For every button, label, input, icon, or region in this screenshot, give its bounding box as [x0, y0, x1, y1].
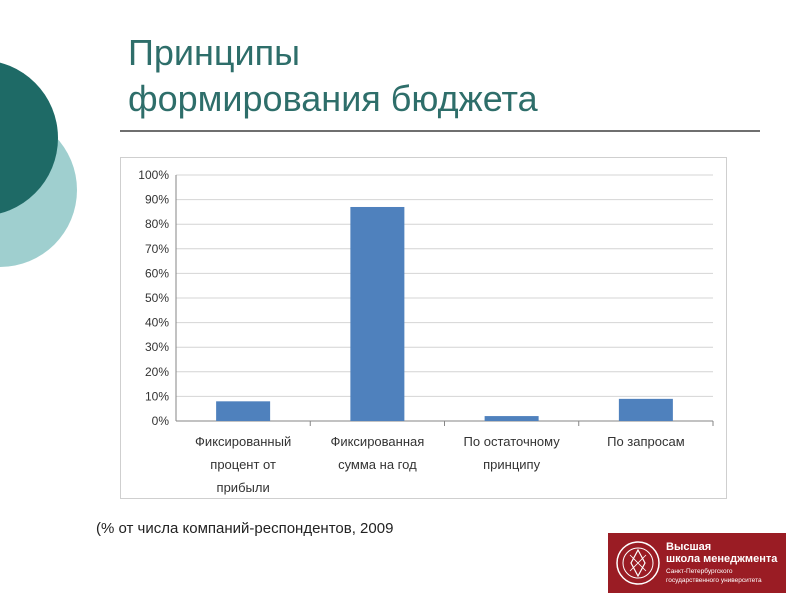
dark-teal-circle [0, 62, 58, 214]
y-tick-label: 0% [152, 414, 170, 428]
y-tick-label: 10% [145, 389, 169, 403]
x-tick-label: сумма на год [338, 457, 417, 472]
bar [350, 206, 405, 421]
y-tick-label: 90% [145, 193, 169, 207]
chart-frame: 0% 10% 20% 30% 40% 50% 60% 70% 80% 90% 100% Фиксиро… [120, 157, 727, 499]
bar [216, 401, 271, 421]
bar [618, 398, 673, 421]
y-tick-label: 50% [145, 291, 169, 305]
decorative-circles [0, 62, 77, 267]
logo-line-4: государственного университета [666, 577, 762, 584]
logo-line-1: Высшая [666, 541, 712, 553]
x-tick-label: процент от [210, 457, 276, 472]
logo-line-3: Санкт-Петербургского [666, 568, 733, 575]
y-tick-label: 70% [145, 242, 169, 256]
school-logo: Высшая школа менеджмента Санкт-Петербург… [608, 533, 786, 593]
x-tick-label: прибыли [217, 480, 270, 495]
bar-chart: 0% 10% 20% 30% 40% 50% 60% 70% 80% 90% 100% Фиксиро… [138, 168, 714, 495]
chart-caption: (% от числа компаний-респондентов, 2009 [96, 520, 394, 537]
x-tick-label: По запросам [607, 434, 685, 449]
title-line-2: формирования бюджета [128, 78, 538, 119]
x-tick-label: Фиксированная [330, 434, 424, 449]
y-tick-label: 100% [138, 168, 169, 182]
x-tick-label: Фиксированный [195, 434, 291, 449]
title-line-1: Принципы [128, 32, 300, 73]
title-divider [120, 130, 760, 132]
logo-line-2: школа менеджмента [666, 553, 778, 565]
y-tick-label: 30% [145, 340, 169, 354]
y-tick-label: 60% [145, 266, 169, 280]
y-tick-label: 40% [145, 316, 169, 330]
x-tick-label: принципу [483, 457, 540, 472]
emblem-icon [616, 541, 660, 585]
bar [484, 416, 539, 421]
y-tick-label: 80% [145, 217, 169, 231]
page-title: Принципы формирования бюджета [128, 30, 538, 122]
y-tick-label: 20% [145, 365, 169, 379]
x-tick-label: По остаточному [464, 434, 561, 449]
